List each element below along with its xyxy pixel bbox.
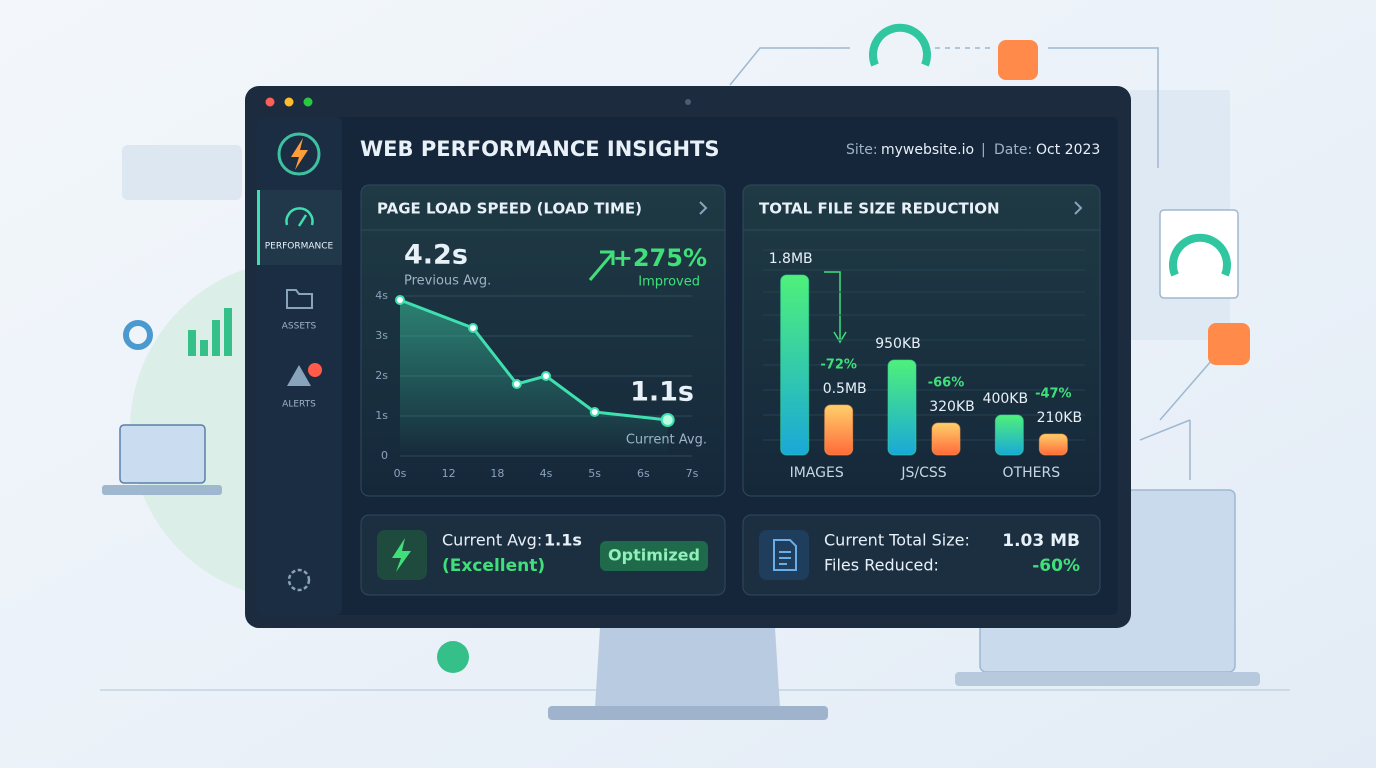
point [660, 413, 675, 427]
nav-item[interactable]: ALERTS [282, 400, 316, 410]
point [589, 407, 600, 417]
line-area [400, 300, 668, 456]
change: +275% [613, 244, 707, 272]
previous-value: 4.2s [404, 240, 468, 271]
x-tick-label: 0s [394, 467, 407, 480]
point [541, 371, 551, 381]
y-tick-label: 3s [375, 329, 388, 342]
x-tick-label: 5s [588, 467, 601, 480]
bar [931, 422, 961, 456]
value-label: 950KB [875, 336, 921, 352]
nav-item[interactable]: PERFORMANCE [265, 242, 334, 252]
x-tick-label: 12 [442, 467, 456, 480]
y-tick-label: 0 [381, 449, 388, 462]
card-value: 1.1s [544, 531, 582, 550]
x-tick-label: 4s [540, 467, 553, 480]
x-tick-label: OTHERS [1003, 465, 1061, 481]
x-tick-label: JS/CSS [900, 465, 946, 481]
point [395, 295, 405, 305]
nav-item[interactable]: ASSETS [282, 322, 317, 332]
value-label: 210KB [1037, 410, 1083, 426]
card-value: -60% [1032, 556, 1080, 576]
card-rating: (Excellent) [442, 556, 545, 576]
annotation: -47% [1035, 387, 1072, 402]
site: mywebsite.io [881, 142, 974, 158]
previous-label: Previous Avg. [404, 274, 491, 289]
card-label: Current Total Size: [824, 531, 970, 550]
value-label: 400KB [983, 391, 1029, 407]
value-label: 320KB [929, 399, 975, 415]
bar [994, 414, 1024, 456]
current-value: 1.1s [630, 377, 694, 408]
bar [824, 404, 854, 456]
title: WEB PERFORMANCE INSIGHTS [360, 137, 719, 161]
change-label: Improved [638, 275, 700, 290]
x-tick-label: 6s [637, 467, 650, 480]
value-label: 0.5MB [823, 381, 867, 397]
x-tick-label: IMAGES [790, 465, 844, 481]
line [399, 298, 668, 422]
y-tick-label: 4s [375, 289, 388, 302]
badge[interactable]: Optimized [608, 546, 700, 565]
date-label: Date: [994, 142, 1032, 158]
texts: WEB PERFORMANCE INSIGHTS Site: mywebsite… [265, 137, 1101, 576]
y-tick-label: 2s [375, 369, 388, 382]
card-value: 1.03 MB [1002, 531, 1080, 551]
site-label: Site: [846, 142, 878, 158]
card-label: Files Reduced: [824, 556, 939, 575]
point [468, 323, 478, 333]
point [511, 379, 522, 389]
bar [1038, 433, 1068, 456]
bar [887, 359, 917, 456]
annotation: -72% [820, 358, 857, 373]
panel-title: TOTAL FILE SIZE REDUCTION [759, 200, 1000, 218]
x-tick-label: 18 [490, 467, 504, 480]
separator: | [981, 142, 986, 158]
value-label: 1.8MB [769, 251, 813, 267]
annotation: -66% [928, 376, 965, 391]
bar [780, 274, 810, 456]
x-tick-label: 7s [686, 467, 699, 480]
date: Oct 2023 [1036, 142, 1100, 158]
card-label: Current Avg: [442, 531, 542, 550]
y-tick-label: 1s [375, 409, 388, 422]
panel-title: PAGE LOAD SPEED (LOAD TIME) [377, 200, 642, 218]
